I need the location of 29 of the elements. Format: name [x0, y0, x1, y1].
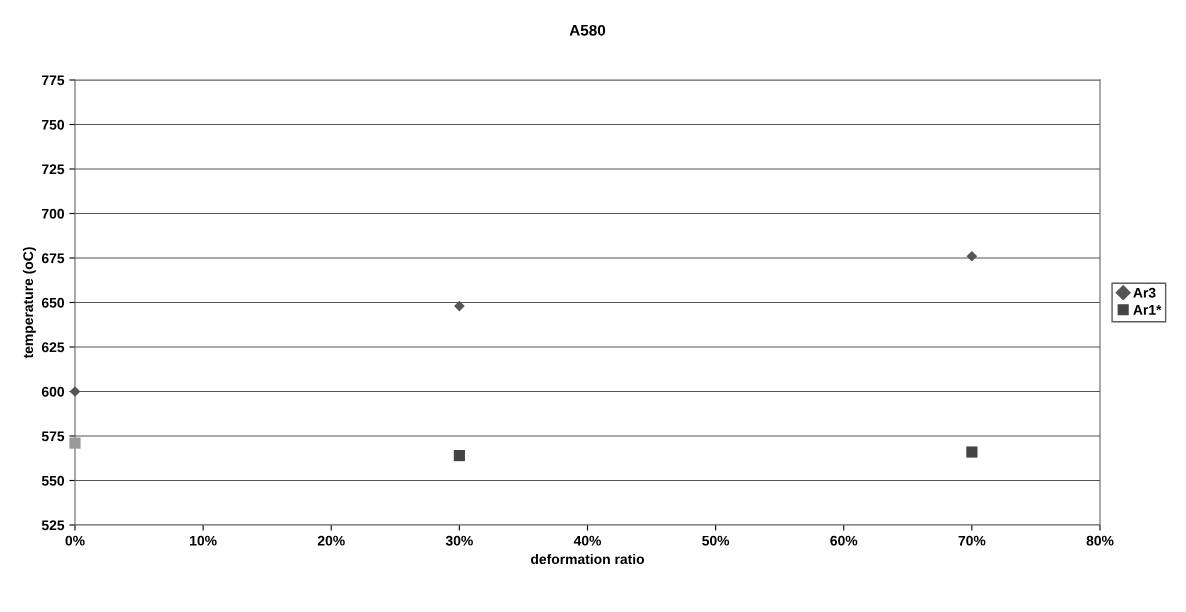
y-tick-label: 600	[41, 386, 65, 397]
x-tick-label: 0%	[65, 535, 85, 546]
point	[453, 449, 465, 462]
y-tick-label: 700	[42, 208, 65, 219]
x-tick-label: 40%	[573, 535, 602, 546]
x-tick-label: 20%	[317, 535, 345, 546]
x-tick-label: 60%	[830, 535, 858, 546]
y-tick-label: 725	[42, 164, 65, 175]
y-tick-label: 525	[41, 520, 65, 531]
y-tick-label: 575	[41, 431, 65, 442]
y-tick-label: 750	[42, 119, 65, 130]
y-tick-label: 675	[41, 253, 65, 264]
legend-label: Ar1*	[1133, 305, 1162, 315]
y-tick-label: 775	[42, 75, 65, 86]
x-tick-label: 30%	[445, 535, 473, 546]
point	[966, 250, 978, 262]
x-axis-title: deformation ratio	[530, 553, 645, 565]
y-tick-label: 625	[41, 342, 65, 353]
point	[966, 446, 978, 458]
y-tick-label: 550	[41, 475, 65, 486]
y-tick-label: 650	[41, 297, 65, 308]
legend-label: Ar3	[1133, 287, 1156, 298]
x-tick-label: 50%	[702, 535, 730, 546]
point	[69, 437, 81, 449]
chart-title: A580	[569, 24, 606, 36]
y-axis-title: temperature (oC)	[22, 247, 36, 359]
x-tick-label: 70%	[958, 535, 986, 546]
x-tick-label: 10%	[190, 535, 217, 546]
x-tick-label: 80%	[1086, 535, 1114, 546]
